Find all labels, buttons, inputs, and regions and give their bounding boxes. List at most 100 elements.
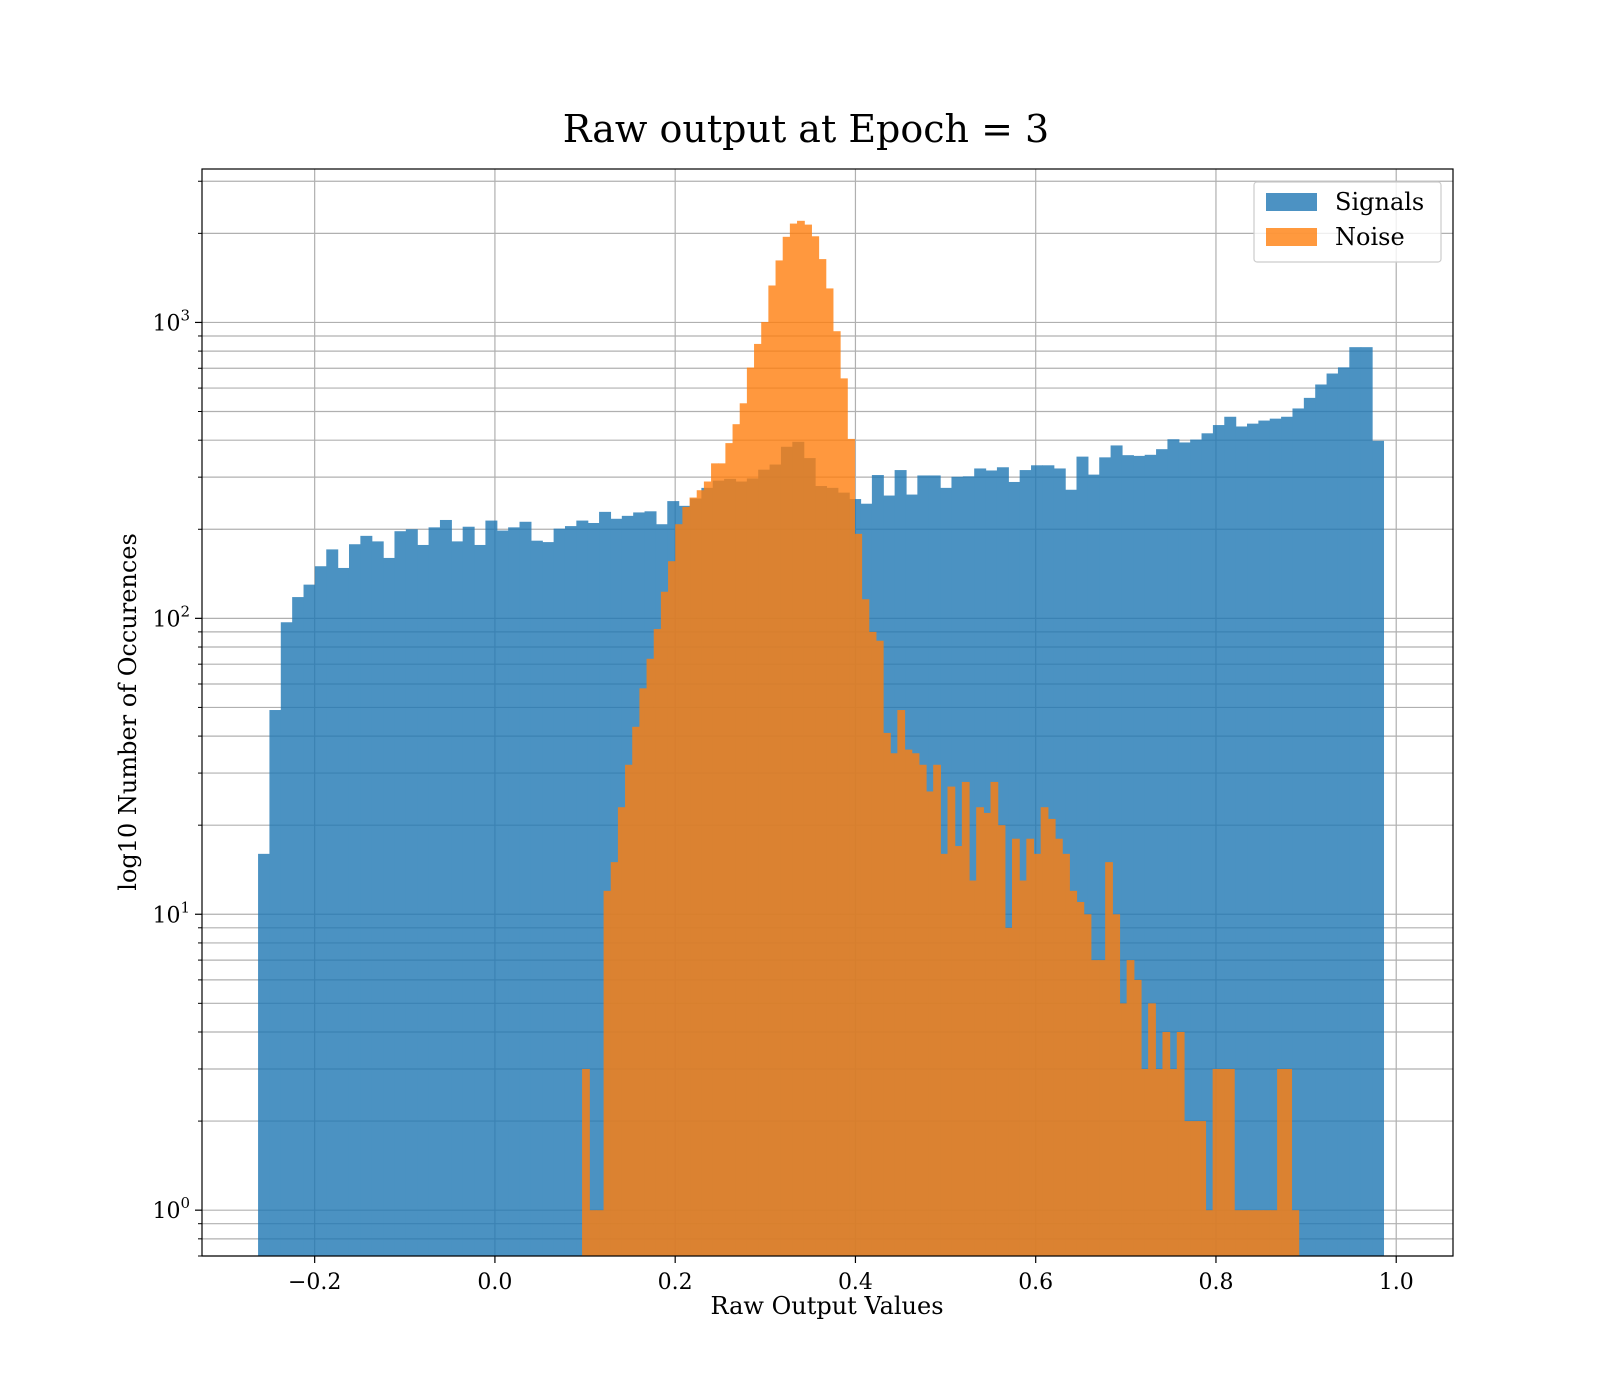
bar-noise	[1162, 1032, 1171, 1256]
bar-signals	[1156, 449, 1169, 1257]
bar-signals	[1360, 347, 1373, 1256]
bar-signals	[269, 710, 282, 1256]
bar-noise	[854, 533, 863, 1256]
bar-noise	[653, 629, 662, 1256]
bar-noise	[1155, 1068, 1164, 1256]
bar-signals	[405, 529, 418, 1256]
bar-noise	[775, 260, 784, 1257]
bar-noise	[732, 424, 741, 1256]
bar-signals	[576, 520, 589, 1256]
bar-noise	[861, 599, 870, 1256]
bar-noise	[1248, 1210, 1257, 1256]
bar-signals	[1099, 457, 1112, 1256]
bar-noise	[675, 524, 683, 1256]
bar-noise	[868, 631, 877, 1256]
bar-noise	[703, 481, 712, 1256]
x-tick-label: 0.0	[477, 1270, 512, 1295]
bar-signals	[485, 520, 498, 1256]
bar-noise	[1083, 914, 1092, 1256]
bar-noise	[603, 890, 612, 1256]
bar-noise	[589, 1210, 598, 1256]
bar-noise	[825, 288, 834, 1257]
bar-noise	[1140, 1068, 1149, 1256]
bar-noise	[947, 786, 956, 1256]
bar-noise	[1033, 853, 1042, 1256]
y-axis-label: log10 Number of Occurences	[114, 533, 142, 891]
bar-noise	[746, 367, 755, 1256]
bar-noise	[1112, 914, 1121, 1256]
bar-signals	[428, 527, 441, 1256]
bar-noise	[1004, 927, 1013, 1256]
bar-noise	[804, 224, 812, 1256]
legend-label-noise: Noise	[1335, 223, 1405, 251]
bar-signals	[587, 522, 600, 1256]
bar-noise	[1234, 1210, 1242, 1256]
bar-noise	[940, 853, 949, 1256]
bar-noise	[976, 807, 984, 1256]
bar-noise	[696, 490, 705, 1256]
bar-noise	[768, 285, 777, 1257]
bar-noise	[1026, 838, 1035, 1256]
bar-signals	[451, 541, 464, 1256]
bar-noise	[918, 764, 927, 1256]
legend: Signals Noise	[1253, 181, 1442, 263]
bar-noise	[818, 259, 827, 1257]
bar-noise	[668, 561, 676, 1256]
bar-noise	[625, 764, 633, 1256]
bar-signals	[1178, 442, 1191, 1256]
bar-signals	[439, 519, 452, 1256]
bar-noise	[1019, 880, 1027, 1256]
y-tick-label: 100	[152, 1194, 190, 1224]
bar-noise	[617, 807, 626, 1256]
bar-signals	[474, 544, 487, 1256]
bar-noise	[875, 640, 884, 1256]
bar-noise	[1183, 1121, 1192, 1256]
bar-noise	[1169, 1068, 1178, 1256]
bar-noise	[1097, 960, 1106, 1256]
bar-noise	[632, 726, 640, 1256]
bar-noise	[1011, 838, 1020, 1256]
series-noise	[582, 220, 1300, 1257]
bar-noise	[1176, 1032, 1185, 1256]
bar-signals	[1133, 455, 1146, 1256]
bar-noise	[1219, 1068, 1228, 1256]
bar-signals	[1212, 425, 1225, 1256]
bar-noise	[811, 236, 820, 1256]
bar-noise	[897, 710, 906, 1256]
bar-noise	[1069, 890, 1078, 1256]
bar-signals	[303, 584, 316, 1256]
bar-noise	[797, 220, 805, 1256]
legend-swatch-noise	[1266, 228, 1317, 246]
bar-noise	[646, 658, 655, 1256]
bar-noise	[1226, 1068, 1235, 1256]
bar-signals	[1349, 347, 1362, 1256]
bar-noise	[682, 506, 691, 1257]
bar-signals	[1372, 440, 1385, 1257]
bar-noise	[1090, 960, 1099, 1256]
bar-noise	[961, 781, 970, 1256]
bar-noise	[997, 825, 1006, 1256]
bar-noise	[610, 862, 619, 1256]
bar-signals	[348, 544, 361, 1256]
bar-noise	[1062, 853, 1070, 1256]
bar-noise	[754, 343, 762, 1257]
bar-signals	[326, 549, 339, 1256]
x-tick-label: −0.2	[288, 1270, 341, 1295]
ticks: 100 101 102 103 −0.2 0.0 0.2 0.4 0.6 0.8 1.0	[152, 180, 1414, 1295]
bar-signals	[1315, 384, 1328, 1256]
bar-noise	[660, 591, 669, 1256]
bar-noise	[847, 438, 855, 1256]
bar-noise	[761, 322, 769, 1256]
y-tick-label: 103	[152, 306, 190, 336]
bar-noise	[639, 688, 648, 1256]
bar-signals	[1144, 454, 1157, 1256]
bar-signals	[1076, 456, 1089, 1257]
x-tick-label: 1.0	[1379, 1270, 1414, 1295]
bar-noise	[1198, 1121, 1207, 1256]
bar-signals	[1019, 470, 1032, 1256]
legend-swatch-signals	[1266, 193, 1317, 211]
bar-signals	[1167, 439, 1180, 1256]
bar-signals	[1201, 433, 1214, 1256]
legend-label-signals: Signals	[1335, 188, 1424, 216]
